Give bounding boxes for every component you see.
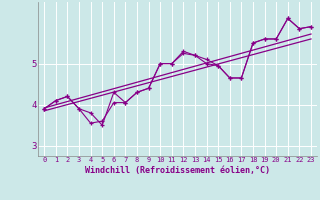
X-axis label: Windchill (Refroidissement éolien,°C): Windchill (Refroidissement éolien,°C) bbox=[85, 166, 270, 175]
